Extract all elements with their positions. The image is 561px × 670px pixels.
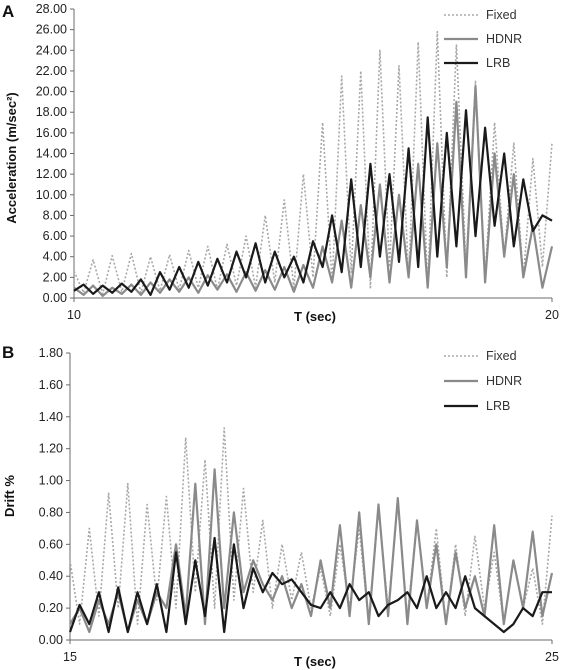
panel-b: B Drift % T (sec) 0.00 0.20 0.40 0.60 0.80 1.… — [2, 343, 559, 669]
panel-a: A Acceleration (m/sec²) T (sec) 0.00 2.00… — [2, 2, 559, 324]
panel-b-y-tick-label: 1.20 — [39, 442, 63, 456]
panel-a-y-tick-label: 24.00 — [36, 43, 67, 57]
panel-b-legend-label-lrb: LRB — [486, 399, 510, 413]
panel-b-series-lrb-line — [68, 536, 552, 634]
panel-b-y-tick-label: 0.40 — [39, 569, 63, 583]
panel-b-y-tick-label: 0.60 — [39, 537, 63, 551]
panel-b-y-tick-label: 1.00 — [39, 474, 63, 488]
panel-a-y-tick-label: 12.00 — [36, 167, 67, 181]
panel-a-y-axis-label: Acceleration (m/sec²) — [4, 92, 19, 224]
panel-b-legend-label-hdnr: HDNR — [486, 374, 522, 388]
panel-b-letter: B — [2, 343, 14, 362]
panel-a-y-tick-label: 14.00 — [36, 147, 67, 161]
panel-b-y-tick-label: 1.80 — [39, 346, 63, 360]
panel-a-x-axis-label: T (sec) — [294, 309, 336, 324]
panel-a-x-tick-label: 20 — [545, 308, 559, 322]
panel-a-y-tick-label: 8.00 — [43, 208, 67, 222]
panel-b-y-tick-label: 1.40 — [39, 410, 63, 424]
panel-b-y-tick-label: 0.00 — [39, 633, 63, 647]
panel-b-plot-area: 0.00 0.20 0.40 0.60 0.80 1.00 1.20 1.40 1.60 1.80… — [39, 346, 559, 664]
panel-a-series-lrb-line — [73, 109, 553, 296]
panel-b-series-fixed-line — [69, 427, 553, 625]
panel-a-y-tick-label: 0.00 — [43, 291, 67, 305]
panel-b-x-tick-label: 25 — [545, 650, 559, 664]
panel-a-y-tick-label: 20.00 — [36, 85, 67, 99]
panel-b-y-axis-label: Drift % — [2, 475, 17, 517]
panel-a-y-tick-label: 22.00 — [36, 64, 67, 78]
panel-a-y-tick-label: 6.00 — [43, 229, 67, 243]
panel-a-y-tick-label: 26.00 — [36, 23, 67, 37]
panel-a-legend-label-hdnr: HDNR — [486, 32, 522, 46]
panel-a-y-tick-label: 10.00 — [36, 188, 67, 202]
panel-a-y-tick-label: 28.00 — [36, 2, 67, 16]
panel-a-x-tick-label: 10 — [67, 308, 81, 322]
panel-b-x-axis-label: T (sec) — [294, 654, 336, 669]
panel-a-legend-label-fixed: Fixed — [486, 8, 517, 22]
panel-b-legend-label-fixed: Fixed — [486, 349, 517, 363]
panel-a-y-tick-label: 18.00 — [36, 105, 67, 119]
panel-b-y-tick-label: 0.80 — [39, 505, 63, 519]
panel-b-y-tick-label: 1.60 — [39, 378, 63, 392]
panel-a-letter: A — [2, 2, 14, 21]
panel-a-y-tick-label: 4.00 — [43, 250, 67, 264]
panel-b-x-tick-label: 15 — [63, 650, 77, 664]
panel-b-y-tick-label: 0.20 — [39, 601, 63, 615]
panel-a-y-tick-label: 2.00 — [43, 270, 67, 284]
panel-a-y-tick-label: 16.00 — [36, 126, 67, 140]
panel-a-plot-area: 0.00 2.00 4.00 6.00 8.00 10.00 12.00 14.00 16.00… — [36, 2, 559, 322]
panel-a-legend-label-lrb: LRB — [486, 56, 510, 70]
